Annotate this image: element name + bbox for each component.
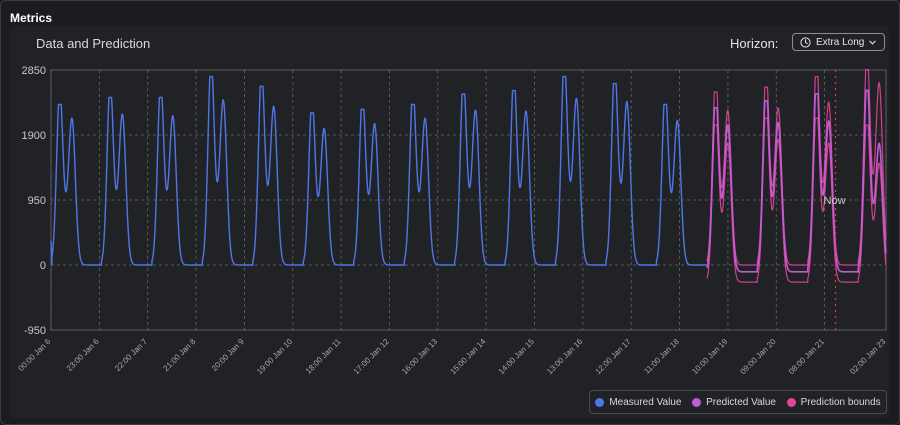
y-tick-label: 0 (40, 260, 46, 272)
x-tick-label: 12:00 Jan 17 (594, 337, 633, 376)
x-tick-label: 21:00 Jan 8 (162, 337, 198, 373)
legend-label: Predicted Value (706, 396, 776, 408)
legend-swatch (595, 397, 605, 407)
x-tick-label: 20:00 Jan 9 (210, 337, 246, 373)
series-measured-line (50, 75, 707, 266)
legend-label: Measured Value (609, 396, 682, 408)
legend-item-measured[interactable]: Measured Value (595, 397, 681, 408)
x-tick-label: 23:00 Jan 6 (65, 337, 101, 373)
legend-item-bounds[interactable]: Prediction bounds (786, 396, 881, 408)
horizon-value: Extra Long (816, 36, 865, 48)
x-tick-label: 14:00 Jan 15 (497, 337, 536, 376)
y-tick-label: 1900 (22, 130, 46, 142)
x-tick-label: 08:00 Jan 21 (787, 337, 826, 376)
app-title: Metrics (10, 11, 53, 25)
y-tick-label: -950 (24, 325, 46, 337)
x-tick-label: 10:00 Jan 19 (690, 337, 729, 376)
series-predicted-line (706, 89, 887, 273)
horizon-label: Horizon: (730, 36, 779, 51)
x-tick-label: 11:00 Jan 18 (642, 337, 681, 376)
chevron-down-icon (869, 40, 877, 45)
y-tick-label: 950 (28, 195, 46, 207)
x-tick-label: 16:00 Jan 13 (400, 337, 439, 376)
chart-title: Data and Prediction (36, 36, 151, 51)
legend-swatch (692, 397, 702, 407)
legend-swatch (786, 397, 796, 407)
x-tick-label: 18:00 Jan 11 (304, 337, 343, 376)
now-label: Now (824, 195, 846, 207)
legend-item-predicted[interactable]: Predicted Value (692, 397, 776, 408)
series-bounds-lower (706, 117, 887, 283)
legend-label: Prediction bounds (800, 396, 881, 408)
x-tick-label: 02:00 Jan 23 (848, 337, 887, 376)
x-tick-label: 13:00 Jan 16 (545, 337, 584, 376)
x-tick-label: 17:00 Jan 12 (352, 337, 391, 376)
x-tick-label: 22:00 Jan 7 (113, 337, 149, 373)
x-tick-label: 19:00 Jan 10 (255, 337, 294, 376)
clock-icon (800, 36, 811, 48)
legend: Measured Value Predicted Value Predictio… (589, 390, 887, 414)
y-tick-label: 2850 (22, 65, 46, 77)
horizon-select[interactable]: Extra Long (792, 33, 885, 51)
x-tick-label: 15:00 Jan 14 (448, 337, 487, 376)
series-measured-start (50, 241, 53, 266)
x-tick-label: 09:00 Jan 20 (739, 337, 778, 376)
series-bounds-upper (706, 68, 887, 266)
x-tick-label: 00:00 Jan 6 (16, 337, 52, 373)
